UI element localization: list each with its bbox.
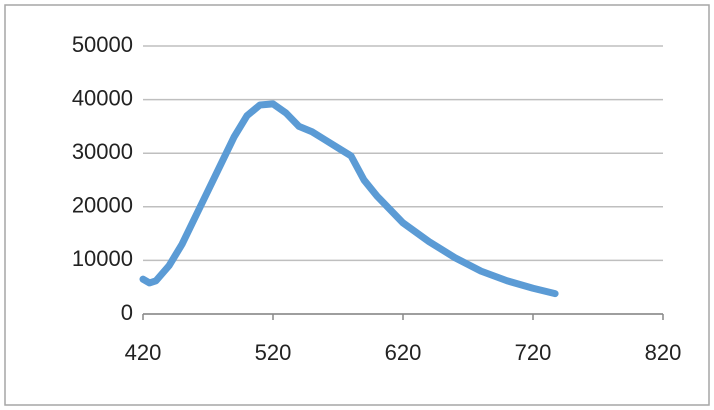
- y-tick-label: 30000: [72, 139, 133, 164]
- chart-border: [4, 4, 710, 406]
- series-line: [139, 100, 559, 298]
- x-tick-label: 620: [385, 340, 422, 365]
- y-tick-label: 20000: [72, 193, 133, 218]
- y-tick-label: 10000: [72, 246, 133, 271]
- y-tick-label: 0: [121, 300, 133, 325]
- y-tick-label: 40000: [72, 85, 133, 110]
- x-tick-label: 820: [645, 340, 682, 365]
- x-tick-label: 720: [515, 340, 552, 365]
- x-tick-label: 420: [125, 340, 162, 365]
- y-tick-label: 50000: [72, 32, 133, 57]
- x-tick-label: 520: [255, 340, 292, 365]
